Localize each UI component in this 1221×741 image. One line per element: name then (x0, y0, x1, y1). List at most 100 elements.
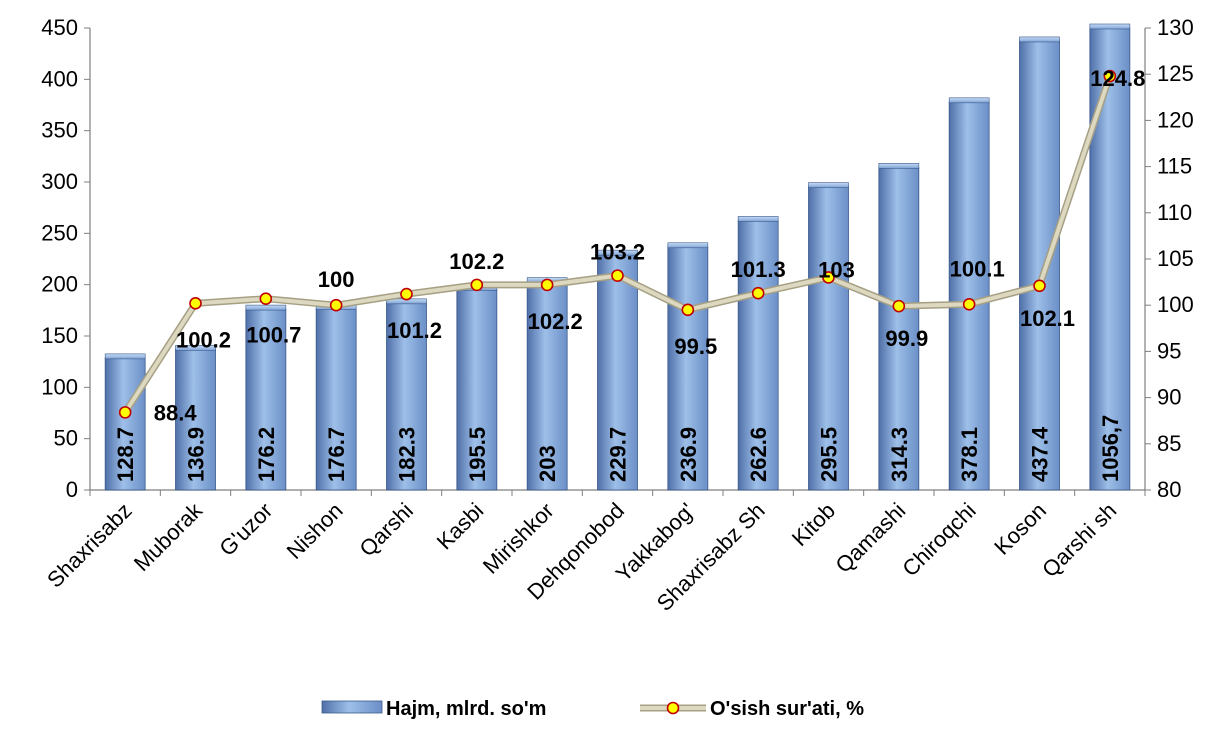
bar-value-label: 195.5 (465, 427, 490, 482)
x-axis-category-label: Qarshi (355, 498, 418, 561)
bar-top (104, 353, 146, 360)
y-axis-left-tick-label: 150 (41, 323, 78, 348)
growth-value-label: 88.4 (154, 400, 198, 425)
legend-bar-label: Hajm, mlrd. so'm (386, 698, 546, 720)
growth-marker (611, 269, 624, 282)
bar (315, 308, 357, 491)
y-axis-left-tick-label: 50 (54, 426, 78, 451)
y-axis-right-tick-label: 110 (1157, 200, 1192, 225)
y-axis-left-tick-label: 200 (41, 272, 78, 297)
growth-marker (962, 297, 976, 311)
bar-top (1019, 36, 1060, 43)
y-axis-right-tick-label: 120 (1157, 107, 1194, 132)
bar (175, 349, 216, 491)
y-axis-left-tick-label: 400 (41, 66, 78, 91)
growth-value-label: 102.2 (449, 249, 504, 274)
bar-value-label: 229.7 (606, 427, 631, 482)
bar (456, 288, 498, 491)
y-axis-right-tick-label: 125 (1157, 61, 1194, 86)
y-axis-right-tick-label: 100 (1157, 292, 1194, 317)
growth-marker (470, 278, 484, 292)
y-axis-left-tick-label: 300 (41, 169, 78, 194)
growth-marker (540, 278, 554, 292)
y-axis-right-tick-label: 95 (1157, 338, 1181, 363)
bar-top (245, 304, 287, 311)
bar-value-label: 182.3 (395, 427, 420, 482)
y-axis-right-tick-label: 105 (1157, 246, 1194, 271)
bar-top (948, 97, 990, 104)
growth-value-label: 100.7 (246, 323, 301, 348)
bar-value-label: 203 (535, 445, 560, 482)
bar-value-label: 176.2 (254, 427, 279, 482)
bar (1019, 40, 1060, 491)
growth-value-label: 99.9 (885, 326, 928, 351)
y-axis-left-tick-label: 250 (41, 220, 78, 245)
bar-value-label: 262.6 (746, 427, 771, 482)
y-axis-left-tick-label: 100 (41, 374, 78, 399)
growth-value-label: 101.3 (731, 257, 786, 282)
bar (245, 308, 287, 491)
growth-value-label: 101.2 (387, 318, 442, 343)
growth-value-label: 102.2 (528, 309, 583, 334)
x-axis-category-label: Shaxrisabz (42, 498, 137, 593)
bar-value-label: 1056,7 (1098, 415, 1123, 482)
y-axis-left-tick-label: 350 (41, 118, 78, 143)
bar-top (667, 242, 709, 249)
growth-value-label: 103.2 (590, 240, 645, 265)
bar-value-label: 314.3 (887, 427, 912, 482)
bar (948, 101, 990, 491)
x-axis-category-label: Muborak (129, 497, 208, 576)
y-axis-left-tick-label: 450 (41, 15, 78, 40)
bar (667, 246, 709, 491)
y-axis-right-tick-label: 90 (1157, 385, 1181, 410)
growth-value-label: 103 (818, 257, 855, 282)
bar-value-label: 378.1 (957, 427, 982, 482)
growth-marker (400, 287, 413, 301)
growth-marker (118, 406, 132, 419)
bar-value-label: 437.4 (1028, 426, 1053, 482)
legend-line-marker (666, 701, 680, 715)
x-axis-category-label: G'uzor (214, 498, 277, 561)
legend-bar-swatch (321, 700, 383, 714)
bar-value-label: 128.7 (113, 427, 138, 482)
growth-value-label: 100.1 (950, 256, 1005, 281)
bar (386, 302, 427, 491)
bar-value-label: 236.9 (676, 427, 701, 482)
bar-value-label: 176.7 (324, 427, 349, 482)
bar-value-label: 295.5 (817, 427, 842, 482)
growth-value-label: 100 (318, 267, 355, 292)
growth-marker (259, 292, 273, 306)
growth-marker (751, 286, 765, 300)
bar-top (737, 216, 779, 222)
growth-marker (189, 297, 202, 310)
growth-value-label: 99.5 (674, 334, 717, 359)
bar (526, 281, 568, 491)
growth-value-label: 100.2 (176, 327, 231, 352)
growth-marker (329, 298, 343, 312)
legend-line-label: O'sish sur'ati, % (710, 698, 864, 720)
bar-top (597, 249, 638, 256)
x-axis-category-label: Qarshi sh (1037, 498, 1121, 582)
bar (104, 357, 146, 491)
x-axis-category-label: Chiroqchi (897, 498, 980, 581)
bar (597, 253, 638, 491)
y-axis-left-tick-label: 0 (66, 477, 78, 502)
growth-value-label: 102.1 (1020, 306, 1075, 331)
bar-top (878, 163, 920, 169)
x-axis-category-label: Koson (989, 498, 1051, 560)
x-axis-category-label: Kasbi (432, 498, 489, 555)
y-axis-right-tick-label: 80 (1157, 477, 1181, 502)
y-axis-right-tick-label: 115 (1157, 154, 1192, 179)
growth-marker (681, 303, 695, 317)
bar-value-label: 136.9 (184, 427, 209, 482)
growth-marker (822, 271, 835, 284)
y-axis-right-tick-label: 85 (1157, 431, 1181, 456)
bar (737, 219, 779, 491)
bar (808, 186, 849, 491)
bar-top (1089, 23, 1131, 30)
bar-top (808, 182, 849, 188)
x-axis-category-label: Kitob (787, 498, 840, 551)
y-axis-right-tick-label: 130 (1157, 15, 1194, 40)
